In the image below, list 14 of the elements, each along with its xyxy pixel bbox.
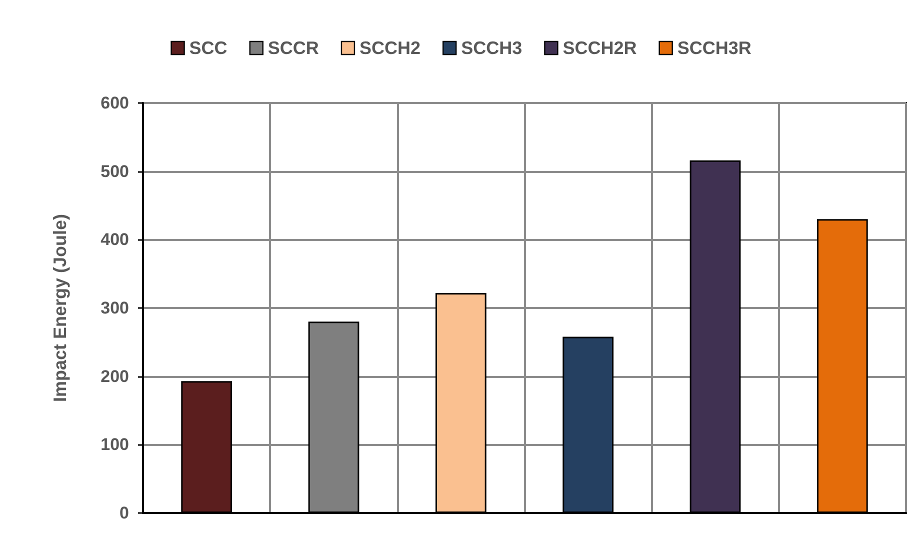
y-tick-label: 400 xyxy=(100,230,129,250)
legend-label: SCCH2 xyxy=(359,38,420,58)
y-tick-label: 0 xyxy=(120,504,129,522)
legend-label: SCCH2R xyxy=(562,38,637,58)
y-tick-label: 500 xyxy=(100,162,129,181)
legend-label: SCCR xyxy=(268,38,319,58)
y-axis-title: Impact Energy (Joule) xyxy=(50,214,70,402)
y-tick-label: 600 xyxy=(100,94,129,112)
legend-label: SCCH3R xyxy=(677,38,752,58)
y-tick-label: 200 xyxy=(100,366,129,386)
y-tick-label: 300 xyxy=(100,298,129,318)
legend-label: SCC xyxy=(189,38,228,58)
y-tick-label: 100 xyxy=(100,435,129,454)
legend-label: SCCH3 xyxy=(461,38,522,58)
